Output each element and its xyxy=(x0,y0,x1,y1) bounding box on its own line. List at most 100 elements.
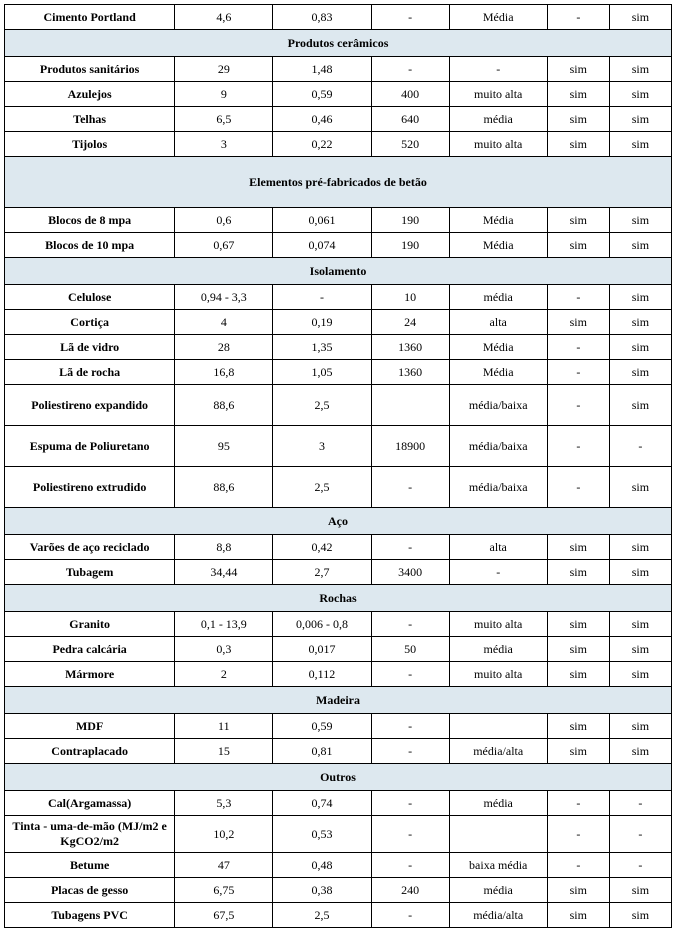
row-cell: 0,94 - 3,3 xyxy=(175,285,273,310)
row-cell: 0,83 xyxy=(273,5,371,30)
row-cell: sim xyxy=(609,57,671,82)
row-label: Produtos sanitários xyxy=(5,57,175,82)
row-label: Granito xyxy=(5,612,175,637)
table-row: Pedra calcária0,30,01750médiasimsim xyxy=(5,637,672,662)
table-row: Contraplacado150,81-média/altasimsim xyxy=(5,739,672,764)
row-cell: 0,48 xyxy=(273,853,371,878)
row-cell: - xyxy=(371,714,449,739)
row-cell: sim xyxy=(547,612,609,637)
row-cell: sim xyxy=(547,132,609,157)
row-cell: 95 xyxy=(175,426,273,467)
row-cell: sim xyxy=(547,107,609,132)
row-cell: sim xyxy=(609,360,671,385)
row-cell: 0,46 xyxy=(273,107,371,132)
row-cell: sim xyxy=(547,662,609,687)
row-cell: - xyxy=(547,853,609,878)
row-cell: - xyxy=(371,791,449,816)
row-label: Tubagem xyxy=(5,560,175,585)
row-cell: sim xyxy=(547,637,609,662)
row-cell: 10 xyxy=(371,285,449,310)
row-cell: - xyxy=(273,285,371,310)
row-label: Cal(Argamassa) xyxy=(5,791,175,816)
row-cell: 2,7 xyxy=(273,560,371,585)
table-row: Isolamento xyxy=(5,258,672,285)
row-cell: sim xyxy=(609,132,671,157)
row-cell: - xyxy=(547,467,609,508)
row-cell: média/baixa xyxy=(449,467,547,508)
row-cell: Média xyxy=(449,5,547,30)
row-cell: - xyxy=(547,285,609,310)
row-cell: Média xyxy=(449,335,547,360)
row-cell: sim xyxy=(547,560,609,585)
row-label: Lã de vidro xyxy=(5,335,175,360)
table-row: Tijolos30,22520muito altasimsim xyxy=(5,132,672,157)
row-cell: média xyxy=(449,791,547,816)
table-row: Poliestireno expandido88,62,5média/baixa… xyxy=(5,385,672,426)
row-cell: 640 xyxy=(371,107,449,132)
row-cell: 0,42 xyxy=(273,535,371,560)
table-row: Blocos de 10 mpa0,670,074190Médiasimsim xyxy=(5,233,672,258)
row-cell: sim xyxy=(547,233,609,258)
row-cell: sim xyxy=(609,5,671,30)
row-cell: sim xyxy=(547,535,609,560)
row-cell: 0,59 xyxy=(273,714,371,739)
row-cell: 28 xyxy=(175,335,273,360)
row-cell: 400 xyxy=(371,82,449,107)
table-row: Cortiça40,1924altasimsim xyxy=(5,310,672,335)
row-cell: 3 xyxy=(175,132,273,157)
row-label: Poliestireno extrudido xyxy=(5,467,175,508)
row-cell: 1,48 xyxy=(273,57,371,82)
row-cell: sim xyxy=(547,82,609,107)
row-cell: muito alta xyxy=(449,662,547,687)
table-row: Produtos sanitários291,48--simsim xyxy=(5,57,672,82)
row-cell: muito alta xyxy=(449,132,547,157)
row-label: Blocos de 8 mpa xyxy=(5,208,175,233)
row-label: Tijolos xyxy=(5,132,175,157)
row-label: Placas de gesso xyxy=(5,878,175,903)
table-row: Granito0,1 - 13,90,006 - 0,8-muito altas… xyxy=(5,612,672,637)
row-cell: 0,6 xyxy=(175,208,273,233)
row-cell: - xyxy=(547,360,609,385)
row-cell: 67,5 xyxy=(175,903,273,928)
row-cell: - xyxy=(371,853,449,878)
row-cell: - xyxy=(547,816,609,853)
row-label: Pedra calcária xyxy=(5,637,175,662)
row-cell: - xyxy=(371,57,449,82)
row-cell: 1360 xyxy=(371,335,449,360)
row-cell: - xyxy=(371,903,449,928)
table-row: Aço xyxy=(5,508,672,535)
table-row: MDF110,59-simsim xyxy=(5,714,672,739)
row-cell: - xyxy=(609,791,671,816)
row-cell: sim xyxy=(609,107,671,132)
row-cell: 47 xyxy=(175,853,273,878)
row-label: Betume xyxy=(5,853,175,878)
row-cell: - xyxy=(547,335,609,360)
table-row: Cal(Argamassa)5,30,74-média-- xyxy=(5,791,672,816)
row-cell: Média xyxy=(449,360,547,385)
row-cell: baixa média xyxy=(449,853,547,878)
row-cell: 2 xyxy=(175,662,273,687)
row-cell: sim xyxy=(609,467,671,508)
table-row: Espuma de Poliuretano95318900média/baixa… xyxy=(5,426,672,467)
row-cell: - xyxy=(371,535,449,560)
row-cell: - xyxy=(449,57,547,82)
section-header: Outros xyxy=(5,764,672,791)
row-cell xyxy=(449,714,547,739)
section-header: Produtos cerâmicos xyxy=(5,30,672,57)
row-cell: 0,74 xyxy=(273,791,371,816)
table-row: Outros xyxy=(5,764,672,791)
row-cell: - xyxy=(609,816,671,853)
table-row: Placas de gesso6,750,38240médiasimsim xyxy=(5,878,672,903)
row-cell: - xyxy=(371,612,449,637)
row-cell: 190 xyxy=(371,233,449,258)
row-cell: 1,05 xyxy=(273,360,371,385)
section-header: Rochas xyxy=(5,585,672,612)
row-cell: média/baixa xyxy=(449,426,547,467)
row-cell: - xyxy=(547,426,609,467)
row-cell: 2,5 xyxy=(273,385,371,426)
row-cell: - xyxy=(547,791,609,816)
row-cell: sim xyxy=(547,57,609,82)
row-cell: - xyxy=(371,816,449,853)
row-label: Lã de rocha xyxy=(5,360,175,385)
row-cell: - xyxy=(609,853,671,878)
